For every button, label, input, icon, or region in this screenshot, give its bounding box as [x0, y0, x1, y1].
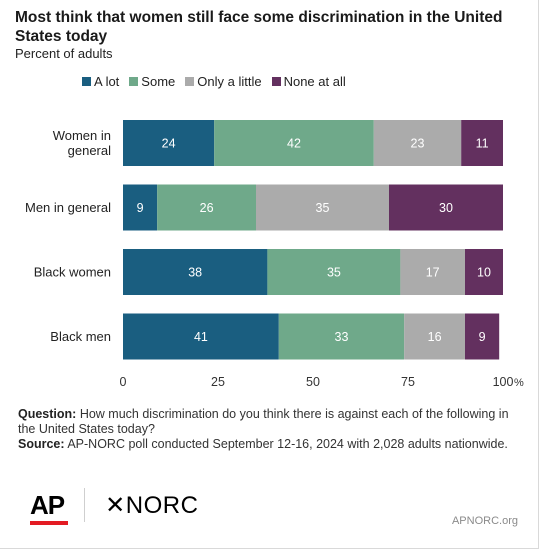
bar-segment: [461, 120, 503, 166]
data-label: 16: [428, 330, 442, 344]
data-label: 42: [287, 137, 301, 151]
bar-segment: [123, 249, 268, 295]
footnote: Question: How much discrimination do you…: [18, 407, 518, 452]
legend-label: Only a little: [197, 74, 262, 89]
data-label: 33: [335, 330, 349, 344]
chart-frame: [0, 0, 539, 549]
data-label: 41: [194, 330, 208, 344]
bar-segment: [214, 120, 374, 166]
category-label: Black men: [50, 329, 111, 344]
bar-segment: [465, 313, 500, 360]
data-label: 30: [439, 201, 453, 215]
question-note: Question: How much discrimination do you…: [18, 407, 518, 437]
legend-swatch: [185, 77, 195, 86]
source-note: Source: AP-NORC poll conducted September…: [18, 437, 518, 452]
legend-item-a-lot: A lot: [82, 74, 119, 89]
legend-swatch: [129, 77, 139, 86]
bar-segment: [267, 249, 401, 295]
category-label: Women in general: [53, 128, 111, 158]
bar-segment: [278, 313, 405, 360]
question-text: How much discrimination do you think the…: [18, 407, 509, 436]
bar-segment: [389, 184, 503, 231]
norc-logo: ✕NORC: [105, 491, 198, 520]
legend-label: A lot: [94, 74, 120, 89]
legend: A lot Some Only a little None at all: [82, 74, 346, 89]
data-label: 26: [200, 201, 214, 215]
data-label: 35: [316, 201, 330, 215]
data-label: 11: [476, 137, 489, 151]
ap-logo: AP: [30, 489, 68, 525]
data-label: 38: [188, 266, 202, 280]
question-label: Question:: [18, 407, 77, 421]
category-label: Men in general: [25, 200, 111, 215]
source-text: AP-NORC poll conducted September 12-16, …: [67, 437, 508, 451]
bar-segment: [404, 313, 465, 360]
logos: AP ✕NORC: [30, 488, 198, 525]
x-tick-label: 100: [493, 375, 514, 389]
stacked-bar-chart: 24 42 23 11 Women in general 9 26 35 30 Men in gen…: [25, 120, 524, 389]
data-label: 35: [327, 266, 341, 280]
x-tick-label: 50: [306, 375, 320, 389]
data-label: 24: [162, 137, 176, 151]
bar-segment: [157, 184, 256, 231]
data-label: 23: [411, 137, 425, 151]
bar-segment: [123, 120, 215, 166]
norc-logo-symbol: ✕: [105, 491, 126, 519]
logo-divider: [84, 488, 86, 522]
ap-logo-text: AP: [30, 489, 65, 520]
site-url: APNORC.org: [451, 515, 518, 527]
data-label: 10: [477, 266, 491, 280]
data-label: 17: [426, 266, 440, 280]
legend-label: None at all: [283, 74, 346, 89]
x-tick-label: 25: [211, 375, 225, 389]
legend-item-only-a-little: Only a little: [185, 74, 262, 89]
data-label: 9: [137, 201, 144, 215]
source-label: Source:: [18, 437, 65, 451]
legend-item-some: Some: [129, 74, 175, 89]
chart-subtitle: Percent of adults: [15, 46, 113, 61]
x-tick-label: 0: [120, 375, 127, 389]
bar-segment: [256, 184, 389, 231]
x-axis-unit: %: [514, 377, 524, 389]
legend-swatch: [82, 77, 91, 86]
bar-segment: [123, 313, 279, 360]
legend-swatch: [271, 77, 281, 86]
legend-item-none-at-all: None at all: [271, 74, 346, 89]
chart-title: Most think that women still face some di…: [15, 9, 503, 45]
bar-segment: [373, 120, 462, 166]
x-tick-label: 75: [401, 375, 415, 389]
bar-segment: [465, 249, 503, 295]
bar-segment: [123, 184, 158, 231]
legend-label: Some: [141, 74, 176, 89]
bar-segment: [400, 249, 465, 295]
ap-logo-underline: [30, 520, 68, 525]
category-label: Black women: [34, 265, 111, 280]
data-label: 9: [479, 330, 486, 344]
norc-logo-text: NORC: [125, 491, 199, 519]
